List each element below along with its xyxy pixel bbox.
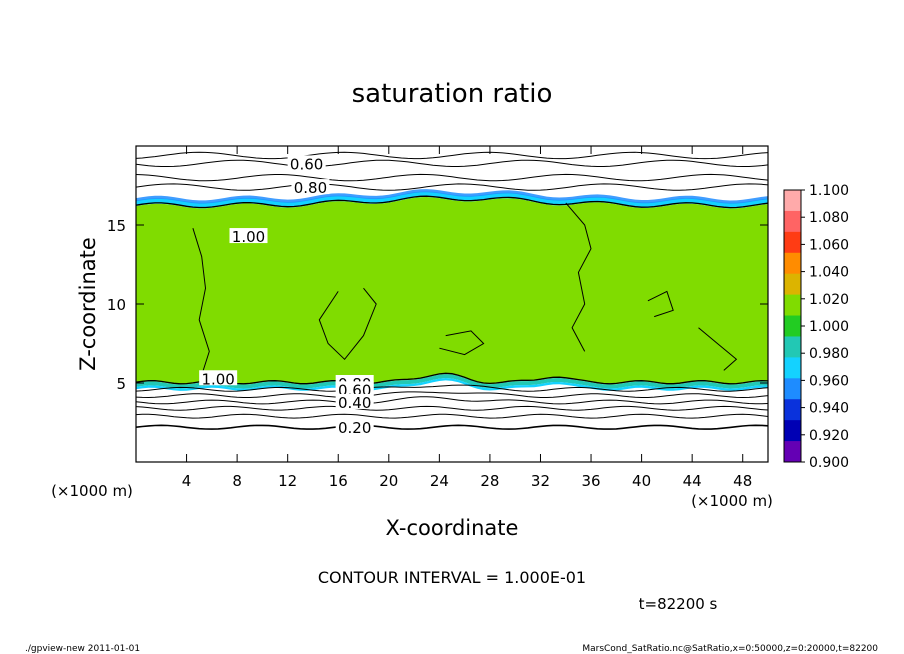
colorbar-swatch (784, 190, 801, 212)
y-tick-label: 5 (116, 375, 126, 393)
colorbar-swatch (784, 336, 801, 358)
contour-label-background (287, 155, 326, 171)
colorbar-swatch (784, 252, 801, 275)
colorbar-tick-label: 1.020 (809, 292, 849, 308)
colorbar-tick-label: 0.920 (809, 428, 849, 444)
field-region-cloud-top-edge (136, 189, 768, 204)
contour-label-background (229, 228, 268, 244)
saturation-field (136, 189, 768, 391)
colorbar-swatch (784, 210, 801, 233)
contour-label: 0.80 (291, 179, 330, 197)
contour-label-text: 1.00 (232, 228, 265, 246)
contour-label-text: 0.40 (338, 394, 371, 412)
contour-line (647, 290, 674, 318)
contour-label-text: 1.00 (201, 370, 234, 388)
x-tick-label: 48 (733, 472, 752, 490)
y-tick-label: 15 (107, 217, 126, 235)
colorbar-swatch (784, 273, 801, 296)
contour-line (136, 391, 768, 399)
contour-lines (136, 151, 768, 430)
colorbar-swatch (784, 294, 801, 317)
colorbar-tick-label: 1.000 (809, 319, 849, 335)
contour-line (136, 195, 768, 209)
colorbar-tick-label: 1.060 (809, 237, 849, 253)
contour-line (318, 287, 377, 361)
contour-line (136, 413, 768, 419)
x-tick-label: 24 (430, 472, 449, 490)
colorbar-tick-label: 1.040 (809, 265, 849, 281)
x-tick-label: 40 (632, 472, 651, 490)
contour-line (136, 183, 768, 191)
z-unit-label: (×1000 m) (51, 482, 133, 500)
contour-line (136, 396, 768, 405)
x-tick-label: 4 (182, 472, 192, 490)
colorbar-tick-label: 1.080 (809, 210, 849, 226)
contour-line (136, 405, 768, 411)
contour-label-background (335, 393, 374, 409)
footer-right: MarsCond_SatRatio.nc@SatRatio,x=0:50000,… (582, 644, 878, 654)
contour-label-text: 0.80 (294, 179, 327, 197)
x-tick-label: 32 (531, 472, 550, 490)
colorbar-swatch (784, 315, 801, 337)
y-tick-label: 10 (107, 296, 126, 314)
x-axis-label: X-coordinate (386, 516, 519, 540)
contour-line (698, 327, 738, 371)
chart-title: saturation ratio (352, 79, 553, 109)
contour-line (136, 424, 768, 430)
field-region-cloud-base (136, 374, 768, 389)
contour-label: 0.40 (335, 393, 374, 412)
x-axis: 4 8 12 16 20 24 28 32 36 40 44 48 (182, 146, 752, 490)
colorbar-swatch (784, 399, 801, 421)
contour-label: 1.00 (199, 370, 238, 388)
contour-line (136, 173, 768, 182)
field-region-cloud-layer (136, 197, 768, 385)
colorbar-tick-label: 0.960 (809, 373, 849, 389)
contour-line (136, 384, 768, 392)
contour-label-text: 0.60 (290, 155, 323, 173)
x-tick-label: 20 (379, 472, 398, 490)
contour-label-background (335, 419, 374, 435)
contour-label: 0.20 (335, 419, 374, 437)
colorbar-swatch (784, 378, 801, 400)
x-tick-label: 28 (480, 472, 499, 490)
colorbar-tick-label: 0.940 (809, 401, 849, 417)
x-tick-label: 12 (278, 472, 297, 490)
contour-line (565, 202, 592, 352)
x-tick-label: 36 (581, 472, 600, 490)
plot-area: 0.600.801.001.000.800.600.400.20 (136, 146, 768, 462)
contour-label: 1.00 (229, 228, 268, 246)
x-unit-label: (×1000 m) (691, 492, 773, 510)
contour-line (136, 151, 768, 160)
x-tick-label: 8 (232, 472, 242, 490)
colorbar-swatch (784, 231, 801, 254)
contour-line (192, 228, 210, 376)
time-stamp: t=82200 s (639, 595, 718, 613)
contour-line (136, 372, 768, 385)
colorbar: 1.100 1.080 1.060 1.040 1.020 1.000 0.980 0.960… (783, 183, 849, 471)
contour-label-background (291, 179, 330, 195)
footer-left: ./gpview-new 2011-01-01 (25, 644, 140, 654)
field-region-cloud-base-edge (136, 378, 768, 391)
y-axis-label: Z-coordinate (76, 237, 100, 371)
colorbar-swatch (784, 357, 801, 379)
contour-line (439, 330, 485, 356)
contour-labels: 0.600.801.001.000.800.600.400.20 (199, 155, 374, 437)
colorbar-swatch (784, 420, 801, 442)
x-tick-label: 44 (683, 472, 702, 490)
contour-label-text: 0.20 (338, 419, 371, 437)
contour-label: 0.60 (287, 155, 326, 173)
contour-line (136, 159, 768, 167)
x-tick-label: 16 (329, 472, 348, 490)
contour-interval-note: CONTOUR INTERVAL = 1.000E-01 (318, 568, 586, 587)
y-axis: 5 10 15 (107, 217, 768, 393)
colorbar-tick-label: 1.100 (809, 183, 849, 199)
colorbar-tick-label: 0.980 (809, 346, 849, 362)
colorbar-tick-label: 0.900 (809, 455, 849, 471)
contour-label-background (335, 381, 374, 397)
contour-label-background (199, 370, 238, 386)
colorbar-swatch (784, 441, 801, 463)
